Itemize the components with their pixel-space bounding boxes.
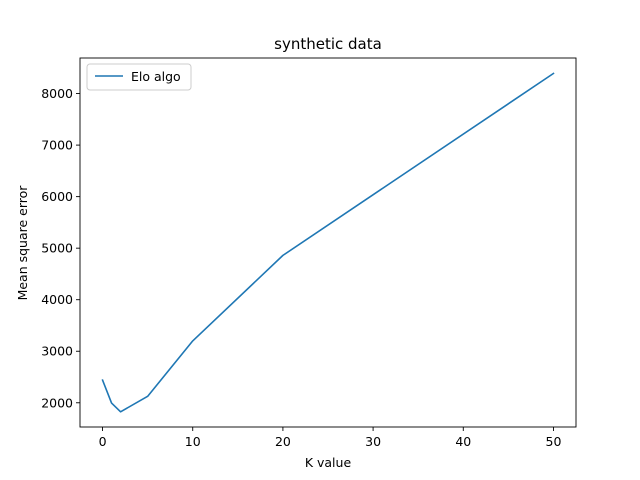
chart-title: synthetic data xyxy=(274,35,382,53)
x-axis-ticks: 0 10 20 30 40 50 xyxy=(99,427,562,449)
axes-frame xyxy=(79,57,577,428)
legend: Elo algo xyxy=(86,63,192,91)
y-axis-label: Mean square error xyxy=(15,185,30,301)
series-line-elo-algo xyxy=(101,72,555,413)
y-tick-label: 2000 xyxy=(41,395,73,410)
y-tick-label: 3000 xyxy=(41,344,73,359)
x-tick-label: 40 xyxy=(455,434,471,449)
x-axis-label: K value xyxy=(305,455,352,470)
x-tick-label: 20 xyxy=(275,434,291,449)
x-tick-label: 10 xyxy=(185,434,201,449)
y-tick-label: 6000 xyxy=(41,189,73,204)
y-tick-label: 7000 xyxy=(41,138,73,153)
legend-box xyxy=(86,63,192,91)
x-tick-label: 0 xyxy=(99,434,107,449)
y-tick-label: 8000 xyxy=(41,86,73,101)
y-tick-label: 4000 xyxy=(41,292,73,307)
legend-label-elo-algo: Elo algo xyxy=(131,69,181,84)
y-tick-label: 5000 xyxy=(41,241,73,256)
x-tick-label: 50 xyxy=(546,434,562,449)
plot-area xyxy=(79,57,577,428)
x-tick-label: 30 xyxy=(365,434,381,449)
y-axis-ticks: 2000 3000 4000 5000 6000 7000 8000 xyxy=(41,86,80,410)
